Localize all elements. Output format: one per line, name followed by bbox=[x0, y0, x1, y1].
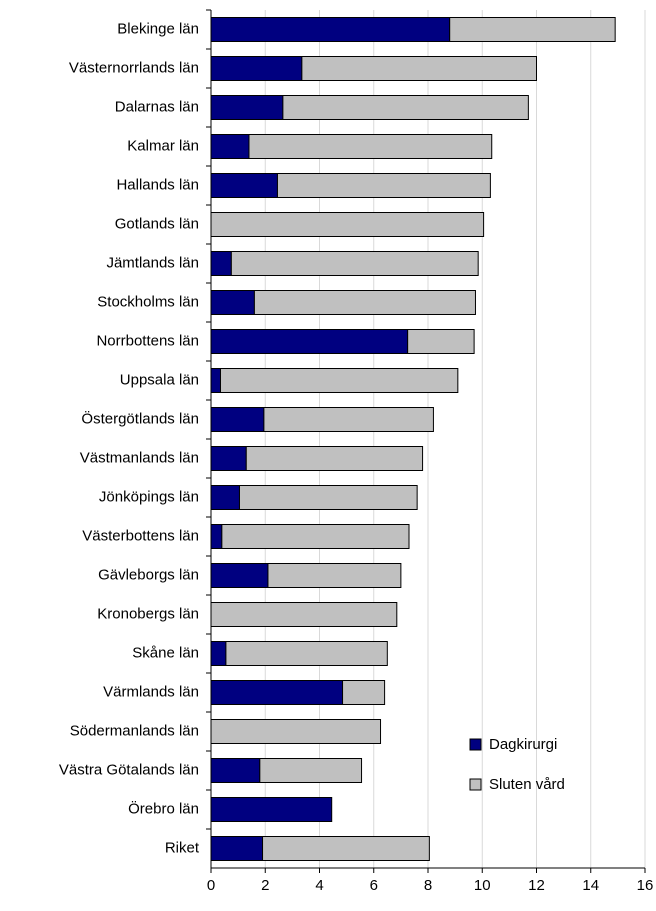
bar-segment bbox=[267, 563, 402, 588]
x-tick-label: 12 bbox=[528, 877, 545, 894]
y-tick-label: Örebro län bbox=[128, 799, 199, 817]
y-tick-label: Värmlands län bbox=[103, 683, 199, 700]
bar-segment bbox=[210, 719, 382, 744]
bar-segment bbox=[276, 173, 491, 198]
x-tick-label: 14 bbox=[582, 877, 599, 894]
bar-segment bbox=[225, 641, 388, 666]
bar-segment bbox=[407, 329, 475, 354]
bar-segment bbox=[210, 641, 227, 666]
bar-segment bbox=[449, 17, 616, 42]
x-tick-label: 10 bbox=[474, 877, 491, 894]
bar-segment bbox=[210, 95, 284, 120]
bar-segment bbox=[210, 134, 250, 159]
y-tick-label: Riket bbox=[165, 839, 200, 856]
bar-segment bbox=[210, 680, 344, 705]
y-tick-label: Skåne län bbox=[132, 644, 199, 661]
y-tick-label: Västernorrlands län bbox=[69, 59, 199, 76]
legend-label: Dagkirurgi bbox=[489, 736, 557, 753]
y-tick-label: Gotlands län bbox=[115, 215, 199, 232]
bar-segment bbox=[245, 446, 424, 471]
bar-segment bbox=[210, 602, 398, 627]
bar-segment bbox=[210, 212, 485, 237]
y-tick-label: Södermanlands län bbox=[70, 722, 199, 739]
legend-label: Sluten vård bbox=[489, 776, 565, 793]
bar-segment bbox=[210, 836, 264, 861]
bar-segment bbox=[263, 407, 434, 432]
y-tick-label: Östergötlands län bbox=[81, 409, 199, 427]
bar-segment bbox=[221, 524, 410, 549]
bar-segment bbox=[282, 95, 529, 120]
y-tick-label: Kronobergs län bbox=[97, 605, 199, 622]
bar-segment bbox=[210, 758, 261, 783]
bar-segment bbox=[248, 134, 493, 159]
x-tick-label: 6 bbox=[370, 877, 378, 894]
bar-segment bbox=[210, 446, 247, 471]
x-tick-label: 2 bbox=[261, 877, 269, 894]
y-tick-label: Blekinge län bbox=[117, 20, 199, 37]
bar-segment bbox=[230, 251, 479, 276]
bar-segment bbox=[210, 173, 278, 198]
y-tick-label: Gävleborgs län bbox=[98, 566, 199, 583]
bar-segment bbox=[238, 485, 418, 510]
y-tick-label: Västerbottens län bbox=[82, 527, 199, 544]
legend-swatch bbox=[469, 778, 482, 791]
bar-segment bbox=[210, 368, 221, 393]
bar-segment bbox=[210, 563, 269, 588]
y-tick-label: Hallands län bbox=[116, 176, 199, 193]
bar-segment bbox=[253, 290, 476, 315]
bar-segment bbox=[210, 290, 255, 315]
bar-segment bbox=[210, 56, 303, 81]
bar-segment bbox=[262, 836, 430, 861]
y-tick-label: Stockholms län bbox=[97, 293, 199, 310]
bar-segment bbox=[342, 680, 386, 705]
y-tick-label: Uppsala län bbox=[120, 371, 199, 388]
y-tick-label: Dalarnas län bbox=[115, 98, 199, 115]
bar-segment bbox=[301, 56, 537, 81]
bar-segment bbox=[210, 17, 451, 42]
x-tick-label: 0 bbox=[207, 877, 215, 894]
bar-segment bbox=[210, 251, 232, 276]
bar-segment bbox=[210, 407, 265, 432]
y-tick-label: Norrbottens län bbox=[96, 332, 199, 349]
y-tick-label: Kalmar län bbox=[127, 137, 199, 154]
bar-segment bbox=[259, 758, 363, 783]
y-tick-label: Jönköpings län bbox=[99, 488, 199, 505]
bar-segment bbox=[210, 524, 223, 549]
legend-swatch bbox=[469, 738, 482, 751]
bar-segment bbox=[210, 329, 409, 354]
x-tick-label: 8 bbox=[424, 877, 432, 894]
y-tick-label: Västmanlands län bbox=[80, 449, 199, 466]
bar-segment bbox=[210, 485, 240, 510]
bar-segment bbox=[219, 368, 459, 393]
x-tick-label: 4 bbox=[315, 877, 323, 894]
x-tick-label: 16 bbox=[637, 877, 654, 894]
y-tick-label: Jämtlands län bbox=[106, 254, 199, 271]
bar-segment bbox=[210, 797, 333, 822]
y-tick-label: Västra Götalands län bbox=[59, 761, 199, 778]
